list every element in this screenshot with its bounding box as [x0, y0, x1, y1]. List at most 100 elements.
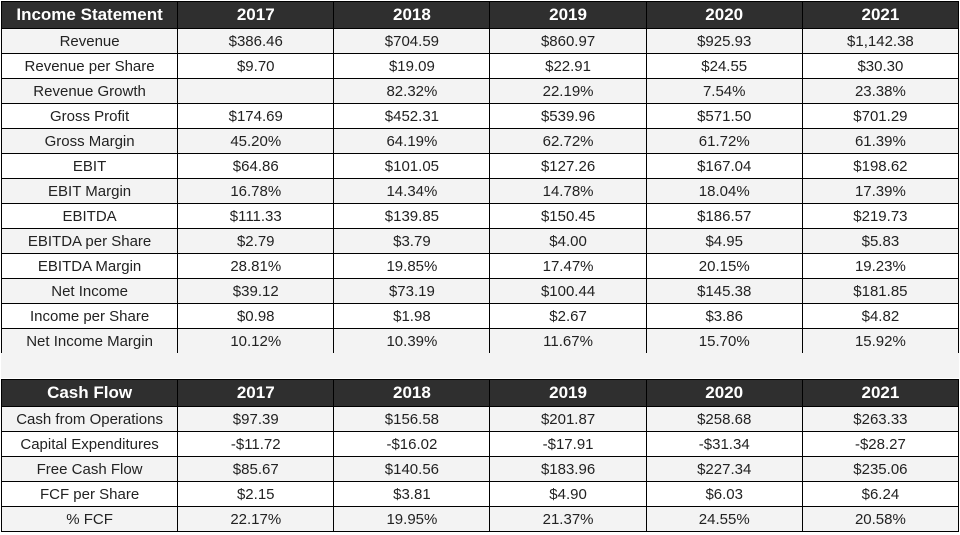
table-cell: -$16.02 — [333, 431, 491, 457]
table-cell: $219.73 — [801, 203, 960, 229]
table-cell: 22.19% — [489, 78, 647, 104]
table-cell: $4.90 — [489, 481, 647, 507]
table-cell: 10.39% — [333, 328, 491, 354]
table-cell: $85.67 — [177, 456, 335, 482]
table-cell: $167.04 — [645, 153, 803, 179]
table-cell: 64.19% — [333, 128, 491, 154]
table-cell: 7.54% — [645, 78, 803, 104]
income-title: Income Statement — [0, 1, 179, 29]
table-cell: 10.12% — [177, 328, 335, 354]
table-cell: $150.45 — [489, 203, 647, 229]
year-header: 2017 — [177, 379, 335, 407]
table-cell: $100.44 — [489, 278, 647, 304]
table-cell — [177, 78, 335, 104]
table-cell: 16.78% — [177, 178, 335, 204]
table-cell: $73.19 — [333, 278, 491, 304]
table-cell: $9.70 — [177, 53, 335, 79]
table-cell: 17.39% — [801, 178, 960, 204]
cash-flow-table: Cash Flow 2017 2018 2019 2020 2021 Cash … — [0, 379, 960, 532]
table-row: Capital Expenditures -$11.72 -$16.02 -$17.9… — [0, 431, 960, 457]
table-cell: 15.70% — [645, 328, 803, 354]
year-header: 2020 — [645, 379, 803, 407]
table-row: FCF per Share $2.15 $3.81 $4.90 $6.03 $6.24 — [0, 481, 960, 507]
year-header: 2019 — [489, 379, 647, 407]
table-row: Revenue $386.46 $704.59 $860.97 $925.93 $1,14… — [0, 28, 960, 54]
table-cell: 20.58% — [801, 506, 960, 532]
year-header: 2018 — [333, 1, 491, 29]
table-cell: $2.15 — [177, 481, 335, 507]
table-row: Cash from Operations $97.39 $156.58 $201.87… — [0, 406, 960, 432]
table-cell: $39.12 — [177, 278, 335, 304]
table-cell: $4.00 — [489, 228, 647, 254]
row-label: Gross Profit — [0, 103, 179, 129]
row-label: Revenue per Share — [0, 53, 179, 79]
table-cell: $3.81 — [333, 481, 491, 507]
table-cell: $127.26 — [489, 153, 647, 179]
table-cell: $201.87 — [489, 406, 647, 432]
year-header: 2019 — [489, 1, 647, 29]
table-cell: $6.24 — [801, 481, 960, 507]
income-statement-table: Income Statement 2017 2018 2019 2020 202… — [0, 1, 960, 354]
table-cell: $19.09 — [333, 53, 491, 79]
row-label: EBITDA Margin — [0, 253, 179, 279]
table-cell: $97.39 — [177, 406, 335, 432]
table-cell: -$31.34 — [645, 431, 803, 457]
table-cell: $186.57 — [645, 203, 803, 229]
table-cell: 23.38% — [801, 78, 960, 104]
table-cell: $64.86 — [177, 153, 335, 179]
table-cell: $3.79 — [333, 228, 491, 254]
table-cell: $227.34 — [645, 456, 803, 482]
row-label: Free Cash Flow — [0, 456, 179, 482]
table-cell: 45.20% — [177, 128, 335, 154]
table-cell: $452.31 — [333, 103, 491, 129]
table-cell: 15.92% — [801, 328, 960, 354]
table-cell: -$17.91 — [489, 431, 647, 457]
table-cell: 21.37% — [489, 506, 647, 532]
year-header: 2021 — [801, 379, 960, 407]
table-cell: $4.82 — [801, 303, 960, 329]
table-cell: $701.29 — [801, 103, 960, 129]
table-row: % FCF 22.17% 19.95% 21.37% 24.55% 20.58% — [0, 506, 960, 532]
table-cell: $5.83 — [801, 228, 960, 254]
table-cell: $145.38 — [645, 278, 803, 304]
table-row: EBITDA $111.33 $139.85 $150.45 $186.57 $219.7… — [0, 203, 960, 229]
table-cell: 28.81% — [177, 253, 335, 279]
table-cell: $539.96 — [489, 103, 647, 129]
cashflow-header-row: Cash Flow 2017 2018 2019 2020 2021 — [0, 379, 960, 407]
table-row: EBITDA per Share $2.79 $3.79 $4.00 $4.95 $5.8… — [0, 228, 960, 254]
year-header: 2018 — [333, 379, 491, 407]
table-cell: 19.85% — [333, 253, 491, 279]
row-label: Revenue — [0, 28, 179, 54]
table-row: EBIT $64.86 $101.05 $127.26 $167.04 $198.62 — [0, 153, 960, 179]
table-cell: 22.17% — [177, 506, 335, 532]
table-cell: $139.85 — [333, 203, 491, 229]
row-label: Cash from Operations — [0, 406, 179, 432]
table-cell: $6.03 — [645, 481, 803, 507]
row-label: Capital Expenditures — [0, 431, 179, 457]
table-cell: 61.72% — [645, 128, 803, 154]
table-cell: $30.30 — [801, 53, 960, 79]
row-label: Net Income Margin — [0, 328, 179, 354]
row-label: EBITDA — [0, 203, 179, 229]
row-label: Revenue Growth — [0, 78, 179, 104]
income-header-row: Income Statement 2017 2018 2019 2020 202… — [0, 1, 960, 29]
table-cell: $2.67 — [489, 303, 647, 329]
table-cell: 19.23% — [801, 253, 960, 279]
table-cell: $704.59 — [333, 28, 491, 54]
table-cell: -$28.27 — [801, 431, 960, 457]
table-row: EBIT Margin 16.78% 14.34% 14.78% 18.04% 17.39… — [0, 178, 960, 204]
table-cell: $860.97 — [489, 28, 647, 54]
table-cell: $198.62 — [801, 153, 960, 179]
row-label: Income per Share — [0, 303, 179, 329]
table-cell: $111.33 — [177, 203, 335, 229]
table-cell: $101.05 — [333, 153, 491, 179]
section-spacer — [1, 353, 959, 378]
table-row: Net Income $39.12 $73.19 $100.44 $145.38 $181… — [0, 278, 960, 304]
table-cell: 24.55% — [645, 506, 803, 532]
table-cell: $925.93 — [645, 28, 803, 54]
year-header: 2020 — [645, 1, 803, 29]
row-label: Net Income — [0, 278, 179, 304]
table-cell: $1.98 — [333, 303, 491, 329]
table-row: Net Income Margin 10.12% 10.39% 11.67% 15.70… — [0, 328, 960, 354]
row-label: Gross Margin — [0, 128, 179, 154]
